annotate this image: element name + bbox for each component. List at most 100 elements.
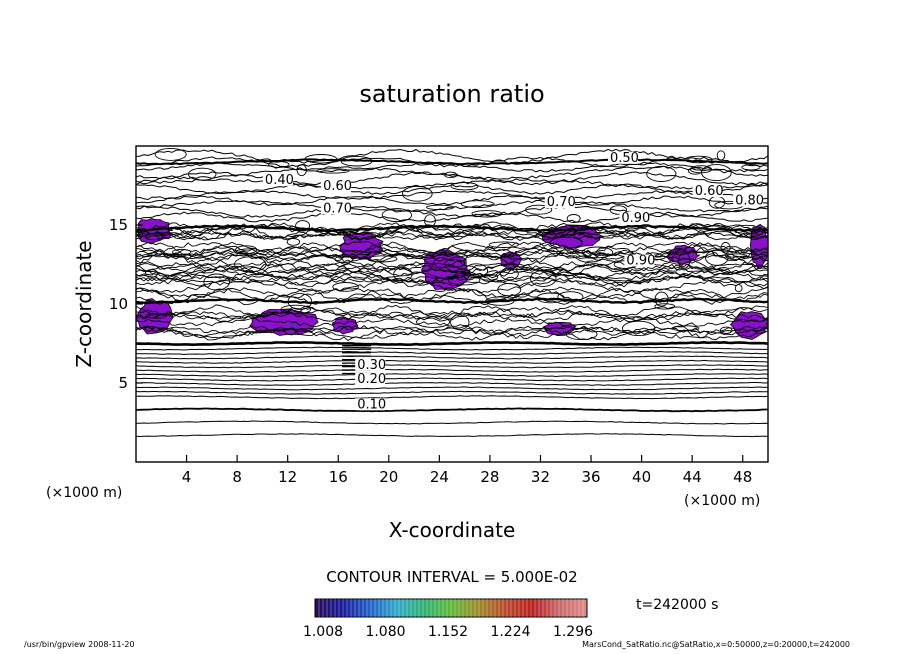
contour-closed	[450, 314, 470, 330]
contour-lines	[136, 147, 768, 438]
contour-closed	[488, 241, 519, 248]
x-tick-label: 48	[733, 468, 752, 486]
contour-closed	[654, 291, 669, 307]
contour-line	[136, 252, 768, 268]
x-tick-label: 40	[632, 468, 651, 486]
contour-label-bg	[619, 211, 650, 224]
contour-line	[136, 407, 768, 413]
contour-line	[136, 231, 768, 241]
y-axis-ticks: 5 10 15	[109, 216, 143, 392]
contour-line	[136, 148, 768, 164]
contour-label-bg	[355, 373, 386, 385]
contour-closed	[684, 155, 713, 164]
contour-closed	[671, 325, 700, 332]
x-tick-label: 20	[379, 468, 398, 486]
contour-line	[136, 350, 768, 356]
x-tick-label: 36	[581, 468, 600, 486]
contour-line	[136, 288, 768, 304]
contour-closed	[500, 267, 519, 281]
contour-closed	[304, 154, 338, 164]
colorbar-tick-labels: 1.008 1.080 1.152 1.224 1.296	[303, 624, 593, 640]
y-tick-label: 5	[118, 374, 128, 392]
contour-line	[136, 269, 768, 284]
contour-closed	[401, 185, 433, 202]
contour-closed	[444, 171, 458, 179]
contour-label-bg	[624, 254, 655, 267]
contour-closed	[267, 160, 290, 168]
colorbar-gradient	[314, 598, 588, 618]
contour-closed	[479, 273, 499, 281]
y-tick-label: 15	[109, 216, 128, 234]
contour-closed	[424, 214, 436, 228]
contour-label: 0.90	[626, 254, 655, 269]
contour-closed	[280, 304, 311, 315]
contour-closed	[471, 210, 503, 218]
contour-line	[136, 241, 768, 254]
contour-line	[136, 195, 768, 207]
contour-closed	[716, 150, 726, 161]
contour-label-bg	[355, 358, 386, 371]
contour-line	[136, 382, 768, 386]
contour-label: 0.30	[357, 358, 386, 373]
contour-closed	[654, 303, 676, 310]
contour-closed	[172, 248, 192, 256]
contour-closed	[332, 282, 359, 292]
plot-background	[136, 146, 768, 462]
contour-closed	[725, 253, 749, 261]
contour-line	[136, 420, 768, 425]
contour-closed	[485, 296, 515, 306]
contour-line	[136, 325, 768, 335]
contour-closed	[705, 249, 729, 266]
contour-line	[136, 346, 768, 351]
footer-right: MarsCond_SatRatio.nc@SatRatio,x=0:50000,…	[582, 640, 850, 649]
contour-closed	[287, 293, 313, 310]
contour-closed	[381, 208, 413, 223]
time-label: t=242000 s	[636, 597, 718, 613]
contour-closed	[720, 241, 731, 254]
contour-closed	[622, 320, 656, 337]
x-tick-label: 12	[278, 468, 297, 486]
x-tick-label: 4	[182, 468, 192, 486]
contour-line	[136, 373, 768, 378]
contour-line	[136, 364, 768, 369]
contour-line	[136, 386, 768, 391]
contour-closed	[497, 282, 522, 297]
contour-closed	[719, 326, 733, 334]
contour-closed	[460, 200, 495, 208]
contour-line	[136, 205, 768, 218]
contour-line	[136, 222, 768, 237]
contour-label-bg	[355, 398, 386, 411]
contour-line	[136, 221, 768, 236]
contour-line	[136, 355, 768, 360]
contour-closed	[235, 245, 258, 255]
contour-closed	[416, 316, 451, 328]
contour-closed	[741, 164, 761, 171]
contour-label: 0.60	[695, 184, 724, 199]
contour-line	[136, 340, 768, 347]
contour-line	[136, 359, 768, 364]
contour-label-bg	[692, 184, 723, 197]
contour-line	[136, 252, 768, 262]
contour-closed	[340, 155, 373, 167]
contour-line	[136, 395, 768, 400]
x-tick-label: 16	[329, 468, 348, 486]
contour-line	[136, 257, 768, 272]
colorbar-tick-label: 1.224	[490, 624, 530, 640]
contour-closed	[678, 252, 691, 269]
contour-closed	[689, 165, 713, 174]
y-axis-label: Z-coordinate	[72, 240, 96, 367]
x-axis-label: X-coordinate	[389, 518, 516, 542]
contour-closed	[701, 164, 732, 182]
contour-label-bg	[608, 151, 638, 164]
contour-closed	[646, 165, 677, 182]
contour-line	[136, 264, 768, 282]
contour-label-bg	[544, 196, 575, 209]
contour-closed	[187, 167, 217, 181]
contour-closed	[145, 313, 167, 319]
shaded-region	[729, 311, 768, 340]
contour-line	[136, 368, 768, 373]
contour-closed	[557, 291, 584, 303]
contour-closed	[566, 214, 581, 223]
contour-line	[136, 275, 768, 287]
